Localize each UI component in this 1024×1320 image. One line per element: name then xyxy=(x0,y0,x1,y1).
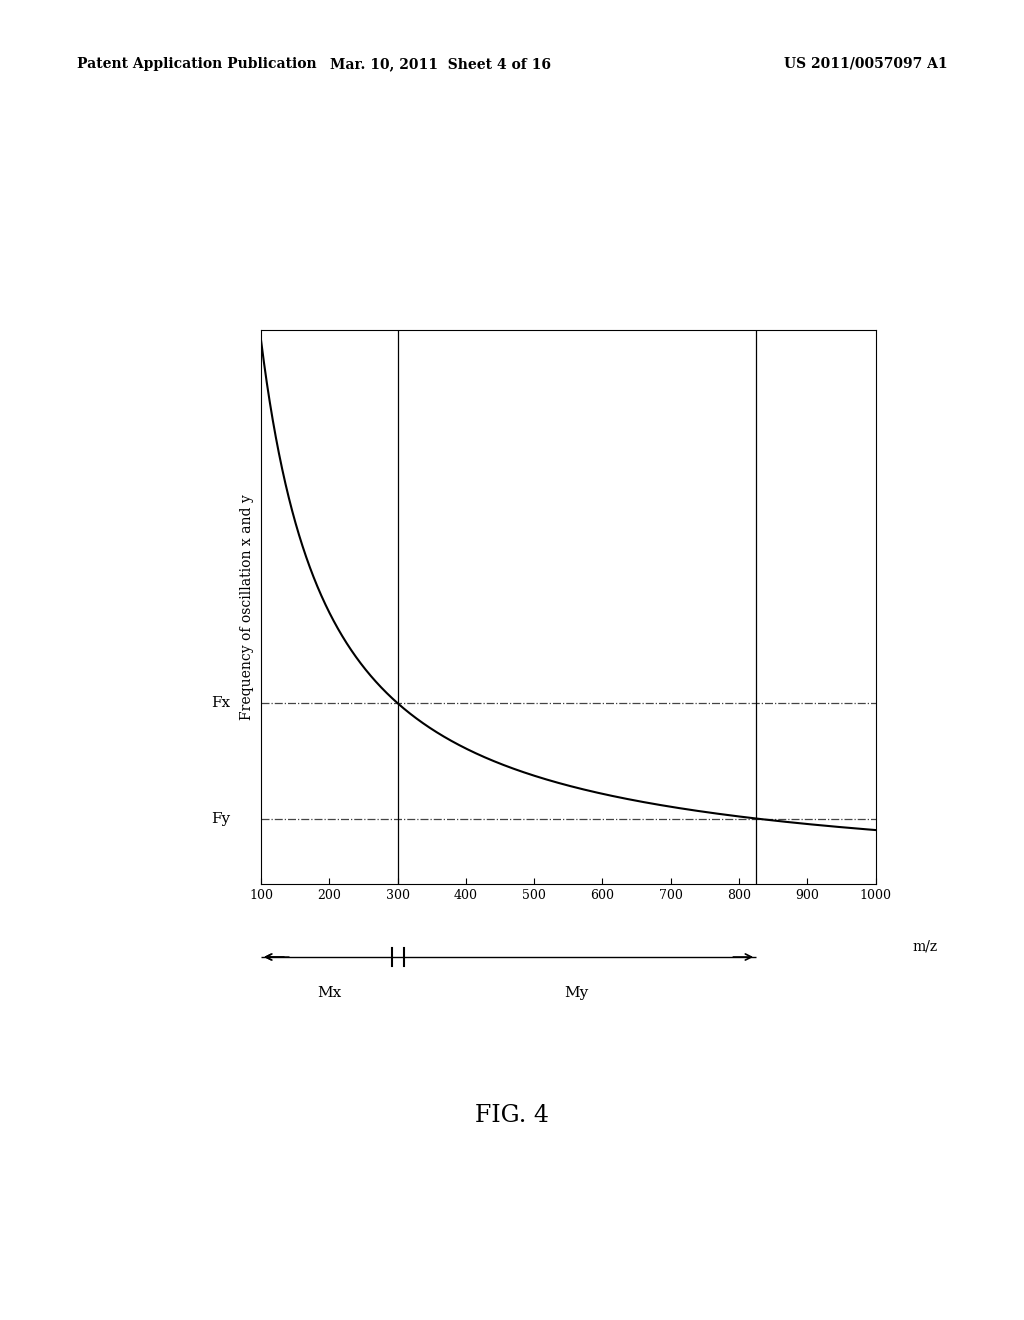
Text: My: My xyxy=(564,986,589,1001)
Text: US 2011/0057097 A1: US 2011/0057097 A1 xyxy=(783,57,947,71)
Text: Fy: Fy xyxy=(211,812,230,825)
Y-axis label: Frequency of oscillation x and y: Frequency of oscillation x and y xyxy=(241,494,254,721)
Text: Patent Application Publication: Patent Application Publication xyxy=(77,57,316,71)
Text: Mx: Mx xyxy=(317,986,342,1001)
Text: Fx: Fx xyxy=(211,696,230,710)
Text: m/z: m/z xyxy=(912,940,938,954)
Text: Mar. 10, 2011  Sheet 4 of 16: Mar. 10, 2011 Sheet 4 of 16 xyxy=(330,57,551,71)
Text: FIG. 4: FIG. 4 xyxy=(475,1104,549,1127)
